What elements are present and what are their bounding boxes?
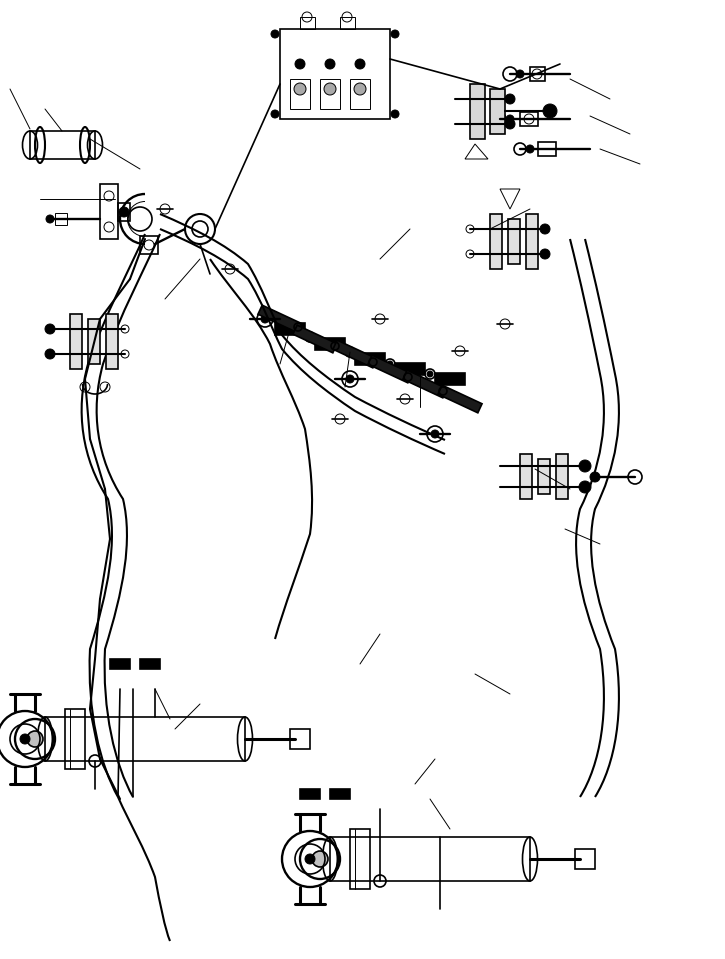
Bar xyxy=(140,236,158,254)
Circle shape xyxy=(347,349,353,355)
Circle shape xyxy=(540,249,550,259)
Bar xyxy=(140,659,160,669)
Bar xyxy=(290,79,310,109)
Circle shape xyxy=(261,315,269,323)
Polygon shape xyxy=(403,370,447,398)
Circle shape xyxy=(505,94,515,104)
Bar xyxy=(65,709,85,769)
Circle shape xyxy=(506,115,514,123)
Circle shape xyxy=(312,851,328,867)
Circle shape xyxy=(46,215,54,223)
Bar xyxy=(350,829,370,889)
Polygon shape xyxy=(258,305,302,333)
Bar xyxy=(520,112,538,126)
Circle shape xyxy=(543,104,557,118)
Bar xyxy=(508,219,520,264)
Bar xyxy=(300,17,315,29)
Circle shape xyxy=(540,224,550,234)
Circle shape xyxy=(20,734,30,744)
Circle shape xyxy=(27,731,43,747)
Bar xyxy=(526,214,538,269)
Polygon shape xyxy=(333,340,377,368)
Bar xyxy=(470,84,485,139)
Polygon shape xyxy=(368,355,412,383)
Bar xyxy=(55,213,67,225)
Bar xyxy=(538,142,556,156)
Bar xyxy=(315,338,345,350)
Circle shape xyxy=(307,334,313,340)
Bar xyxy=(530,67,545,81)
Circle shape xyxy=(391,30,399,38)
Circle shape xyxy=(294,83,306,95)
Bar xyxy=(88,319,100,364)
Bar xyxy=(355,353,385,365)
Circle shape xyxy=(45,324,55,334)
Circle shape xyxy=(271,110,279,118)
Circle shape xyxy=(391,110,399,118)
Bar xyxy=(106,314,118,369)
Bar xyxy=(110,659,130,669)
Bar xyxy=(520,454,532,499)
Bar xyxy=(320,79,340,109)
Bar xyxy=(490,89,505,134)
Circle shape xyxy=(45,349,55,359)
Circle shape xyxy=(505,119,515,129)
Circle shape xyxy=(579,481,591,493)
Circle shape xyxy=(387,361,393,367)
Circle shape xyxy=(590,472,600,482)
Bar xyxy=(575,849,595,869)
Bar xyxy=(556,454,568,499)
Circle shape xyxy=(295,59,305,69)
Circle shape xyxy=(516,70,524,78)
Bar xyxy=(45,717,245,761)
Bar xyxy=(538,459,550,494)
Bar xyxy=(30,131,95,159)
Bar xyxy=(330,837,530,881)
Bar xyxy=(340,17,355,29)
Bar xyxy=(330,789,350,799)
Bar xyxy=(435,373,465,385)
Circle shape xyxy=(325,59,335,69)
Polygon shape xyxy=(438,386,482,412)
Bar xyxy=(70,314,82,369)
Bar xyxy=(118,203,130,221)
Circle shape xyxy=(305,854,315,864)
Bar xyxy=(100,184,118,239)
Bar xyxy=(290,729,310,749)
Circle shape xyxy=(355,59,365,69)
Circle shape xyxy=(324,83,336,95)
Polygon shape xyxy=(293,325,337,353)
Circle shape xyxy=(119,207,129,217)
Bar xyxy=(275,323,305,335)
Bar xyxy=(300,789,320,799)
Circle shape xyxy=(526,145,534,153)
Bar xyxy=(490,214,502,269)
Bar xyxy=(280,29,390,119)
Circle shape xyxy=(271,30,279,38)
Circle shape xyxy=(354,83,366,95)
Circle shape xyxy=(579,460,591,472)
Circle shape xyxy=(431,430,439,438)
Circle shape xyxy=(346,375,354,383)
Bar xyxy=(395,363,425,375)
Circle shape xyxy=(427,371,433,377)
Bar xyxy=(350,79,370,109)
